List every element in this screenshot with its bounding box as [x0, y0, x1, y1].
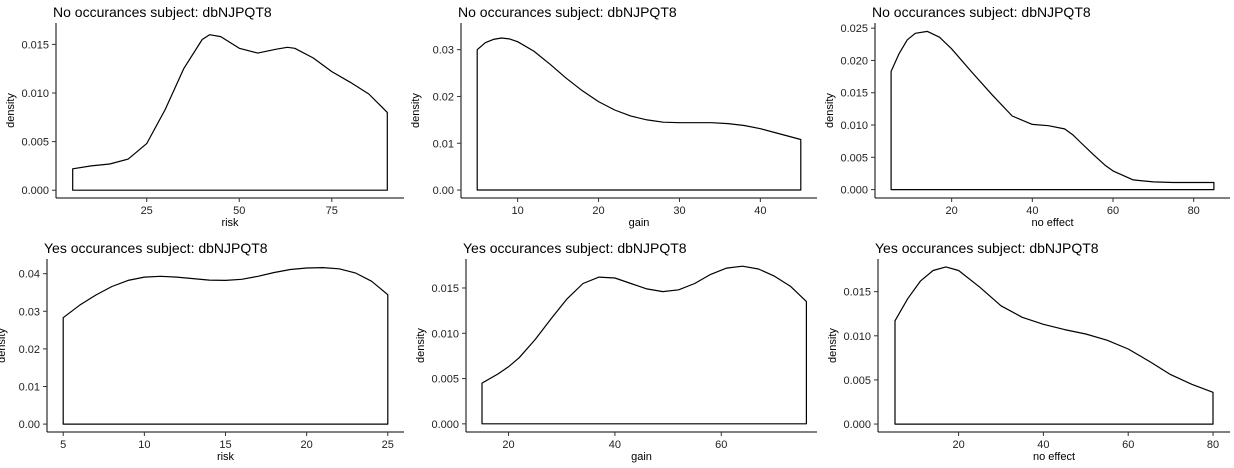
density-curve	[894, 266, 1214, 425]
x-tick-label: 60	[1107, 205, 1119, 217]
x-tick-label: 25	[382, 439, 394, 451]
panel-title: Yes occurances subject: dbNJPQT8	[44, 240, 268, 256]
y-tick-label: 0.015	[431, 283, 459, 295]
y-tick-label: 0.01	[19, 381, 40, 393]
x-tick-label: 40	[1037, 439, 1049, 451]
density-panel-2: No occurances subject: dbNJPQT8 0.00 0.01 0…	[410, 4, 817, 229]
y-tick-label: 0.02	[19, 344, 40, 356]
density-curve	[62, 267, 389, 425]
x-tick-label: 50	[233, 205, 245, 217]
panel-title: No occurances subject: dbNJPQT8	[53, 4, 272, 20]
y-tick-label: 0.010	[21, 88, 49, 100]
y-tick-label: 0.015	[21, 39, 49, 51]
y-axis-label: density	[0, 328, 8, 363]
y-tick-label: 0.03	[19, 306, 40, 318]
y-tick-label: 0.01	[433, 138, 454, 150]
density-curve	[476, 37, 802, 191]
density-curve	[890, 30, 1215, 191]
density-panel-1: No occurances subject: dbNJPQT8 0.000 0.00…	[5, 4, 404, 229]
y-tick-label: 0.005	[21, 137, 49, 149]
panel-title: No occurances subject: dbNJPQT8	[458, 4, 677, 20]
y-tick-label: 0.015	[843, 287, 871, 299]
x-tick-label: 25	[141, 205, 153, 217]
x-tick-label: 20	[946, 205, 958, 217]
y-tick-label: 0.000	[21, 185, 49, 197]
x-axis-label: no effect	[1032, 217, 1074, 229]
x-tick-label: 60	[715, 439, 727, 451]
x-tick-label: 5	[60, 439, 66, 451]
x-tick-label: 75	[326, 205, 338, 217]
y-tick-label: 0.000	[840, 185, 868, 197]
y-axis-label: density	[824, 93, 836, 128]
x-tick-label: 15	[219, 439, 231, 451]
density-panel-3: No occurances subject: dbNJPQT8 0.000 0.00…	[824, 4, 1230, 229]
panel-title: Yes occurances subject: dbNJPQT8	[463, 240, 687, 256]
x-axis-label: no effect	[1033, 451, 1075, 463]
y-axis-label: density	[827, 328, 839, 363]
y-tick-label: 0.005	[431, 374, 459, 386]
y-tick-label: 0.025	[840, 23, 868, 35]
y-tick-label: 0.03	[433, 45, 454, 57]
density-panel-5: Yes occurances subject: dbNJPQT8 0.000 0.0…	[415, 240, 817, 463]
y-tick-label: 0.00	[19, 419, 40, 431]
y-tick-label: 0.000	[431, 419, 459, 431]
density-curve	[72, 34, 388, 191]
y-tick-label: 0.010	[840, 120, 868, 132]
x-tick-label: 30	[673, 205, 685, 217]
density-panel-4: Yes occurances subject: dbNJPQT8 0.00 0.01…	[0, 240, 404, 463]
y-tick-label: 0.00	[433, 185, 454, 197]
x-tick-label: 20	[952, 439, 964, 451]
x-tick-label: 20	[592, 205, 604, 217]
y-tick-label: 0.005	[843, 375, 871, 387]
y-tick-label: 0.000	[843, 419, 871, 431]
panel-title: No occurances subject: dbNJPQT8	[872, 4, 1091, 20]
x-axis-label: risk	[221, 217, 239, 229]
y-tick-label: 0.015	[840, 88, 868, 100]
y-axis-label: density	[5, 93, 17, 128]
x-tick-label: 20	[502, 439, 514, 451]
y-axis-label: density	[415, 328, 427, 363]
x-tick-label: 10	[512, 205, 524, 217]
x-tick-label: 10	[138, 439, 150, 451]
y-tick-label: 0.005	[840, 152, 868, 164]
x-tick-label: 80	[1188, 205, 1200, 217]
x-tick-label: 20	[301, 439, 313, 451]
density-panel-6: Yes occurances subject: dbNJPQT8 0.000 0.0…	[827, 240, 1230, 463]
y-tick-label: 0.04	[19, 269, 40, 281]
density-curve	[481, 265, 807, 425]
x-axis-label: risk	[217, 451, 235, 463]
x-tick-label: 40	[609, 439, 621, 451]
x-tick-label: 60	[1122, 439, 1134, 451]
x-axis-label: gain	[631, 451, 652, 463]
x-tick-label: 80	[1207, 439, 1219, 451]
panel-title: Yes occurances subject: dbNJPQT8	[875, 240, 1099, 256]
x-tick-label: 40	[1026, 205, 1038, 217]
y-tick-label: 0.020	[840, 55, 868, 67]
y-tick-label: 0.010	[431, 328, 459, 340]
y-tick-label: 0.010	[843, 331, 871, 343]
x-tick-label: 40	[754, 205, 766, 217]
x-axis-label: gain	[629, 217, 650, 229]
y-axis-label: density	[410, 93, 422, 128]
y-tick-label: 0.02	[433, 91, 454, 103]
